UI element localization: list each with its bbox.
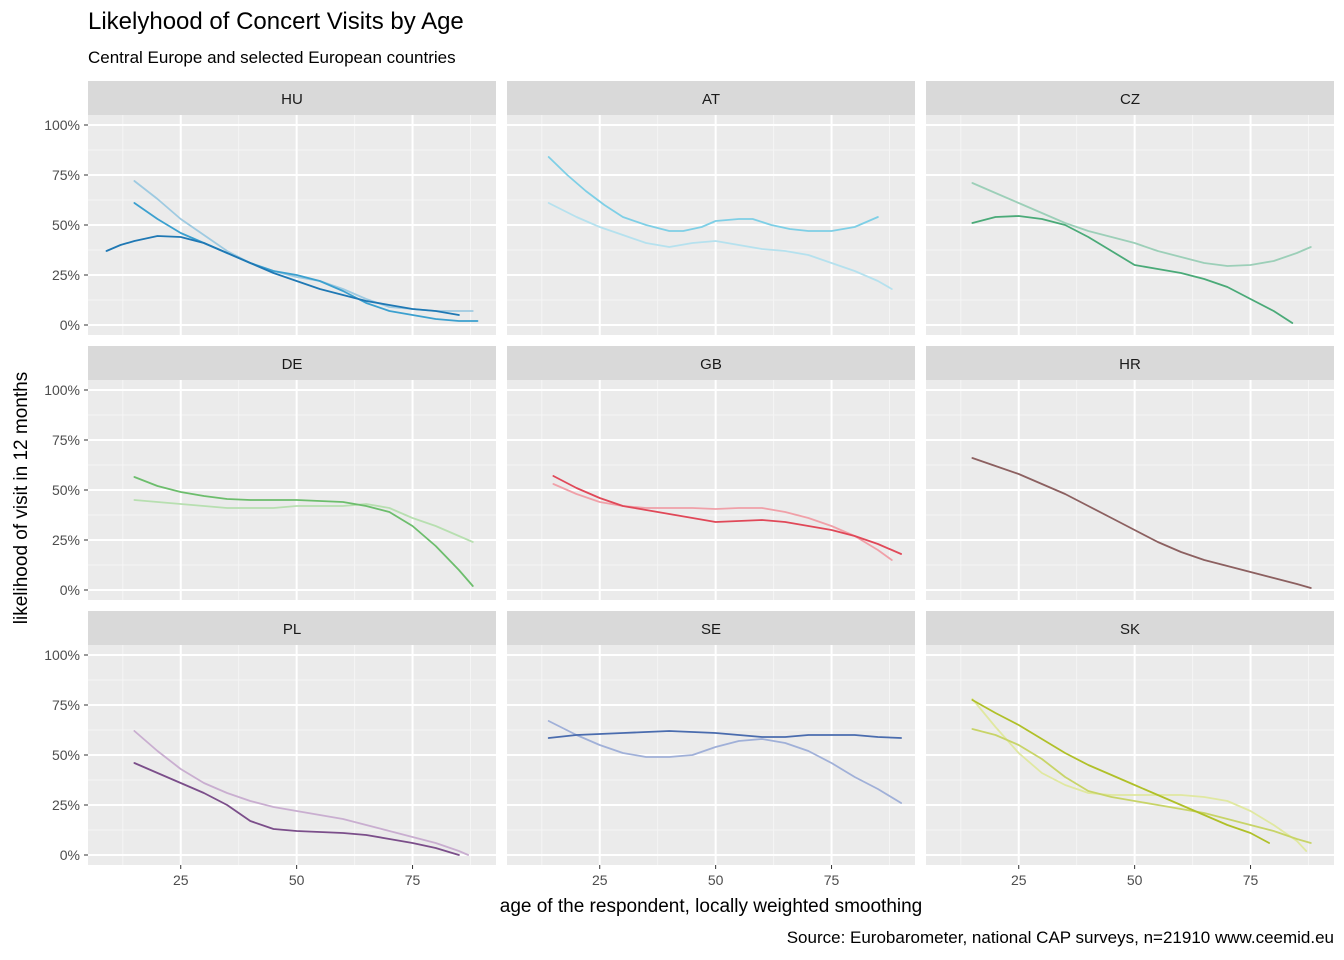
y-tick-label: 50% — [52, 217, 80, 233]
series-line-se-1 — [547, 720, 902, 804]
series-line-cz-2 — [971, 215, 1294, 324]
facet-label-de: DE — [282, 356, 303, 373]
y-tick-label: 100% — [44, 647, 80, 663]
y-tick-label: 100% — [44, 382, 80, 398]
x-tick-label: 50 — [708, 872, 724, 888]
series-line-hu-3 — [105, 235, 460, 316]
chart-title: Likelyhood of Concert Visits by Age — [88, 8, 464, 35]
series-line-sk-1 — [971, 698, 1308, 852]
series-line-gb-2 — [552, 475, 902, 555]
series-line-at-1 — [547, 156, 879, 232]
y-tick-label: 50% — [52, 482, 80, 498]
facet-strip-sk — [926, 611, 1334, 645]
y-tick-label: 100% — [44, 117, 80, 133]
facet-strip-at — [507, 81, 915, 115]
facet-label-se: SE — [701, 621, 721, 638]
x-axis-label: age of the respondent, locally weighted … — [499, 896, 923, 917]
y-tick-label: 25% — [52, 532, 80, 548]
series-line-at-2 — [547, 202, 893, 290]
x-tick-label: 75 — [1243, 872, 1259, 888]
facet-strip-hr — [926, 346, 1334, 380]
series-line-pl-2 — [133, 762, 460, 856]
x-tick-label: 25 — [592, 872, 608, 888]
chart-subtitle: Central Europe and selected European cou… — [88, 48, 456, 67]
facet-strip-hu — [88, 81, 496, 115]
facet-label-sk: SK — [1120, 621, 1140, 638]
facet-strip-de — [88, 346, 496, 380]
y-tick-label: 25% — [52, 797, 80, 813]
y-tick-label: 50% — [52, 747, 80, 763]
facet-label-hu: HU — [281, 91, 303, 108]
y-tick-label: 0% — [60, 847, 80, 863]
series-line-sk-3 — [971, 699, 1270, 844]
y-tick-label: 25% — [52, 267, 80, 283]
x-tick-label: 25 — [1011, 872, 1027, 888]
facet-label-cz: CZ — [1120, 91, 1140, 108]
series-line-hu-2 — [133, 202, 479, 322]
series-line-cz-1 — [971, 182, 1312, 267]
x-tick-label: 75 — [405, 872, 421, 888]
y-tick-label: 75% — [52, 697, 80, 713]
facet-label-at: AT — [702, 91, 720, 108]
facet-strip-pl — [88, 611, 496, 645]
facet-strip-gb — [507, 346, 915, 380]
facet-label-pl: PL — [283, 621, 301, 638]
series-line-se-2 — [547, 730, 902, 739]
x-tick-label: 25 — [173, 872, 189, 888]
x-tick-label: 50 — [289, 872, 305, 888]
y-tick-label: 75% — [52, 167, 80, 183]
chart-caption: Source: Eurobarometer, national CAP surv… — [786, 928, 1334, 947]
facet-strip-cz — [926, 81, 1334, 115]
y-tick-label: 0% — [60, 317, 80, 333]
facet-strip-se — [507, 611, 915, 645]
series-line-de-2 — [133, 476, 474, 587]
facet-label-gb: GB — [700, 356, 722, 373]
series-line-hr-1 — [971, 457, 1312, 589]
series-line-gb-1 — [552, 483, 893, 561]
series-line-sk-2 — [971, 728, 1312, 844]
series-line-de-1 — [133, 499, 474, 543]
y-tick-label: 75% — [52, 432, 80, 448]
x-tick-label: 50 — [1127, 872, 1143, 888]
series-line-pl-1 — [133, 730, 470, 856]
facet-label-hr: HR — [1119, 356, 1141, 373]
y-tick-label: 0% — [60, 582, 80, 598]
x-tick-label: 75 — [824, 872, 840, 888]
